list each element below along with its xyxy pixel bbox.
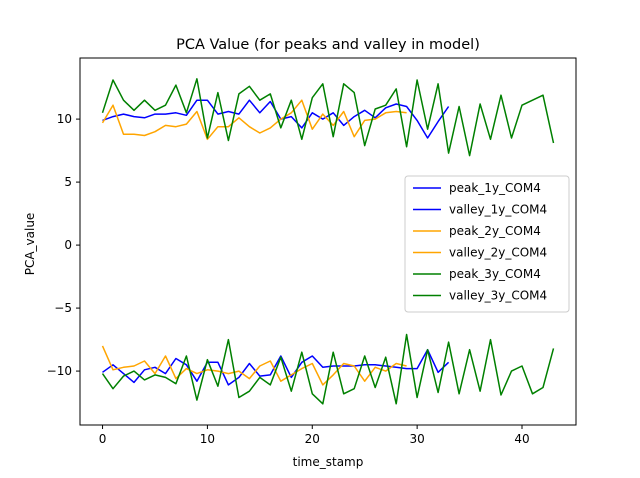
y-tick-label: 5 bbox=[64, 175, 72, 189]
y-tick-label: −5 bbox=[54, 301, 72, 315]
legend-label-valley-1y-com4: valley_1y_COM4 bbox=[449, 203, 547, 217]
x-tick-label: 0 bbox=[99, 432, 107, 446]
x-tick-label: 10 bbox=[200, 432, 215, 446]
y-axis-title: PCA_value bbox=[23, 213, 37, 276]
x-tick-label: 40 bbox=[514, 432, 529, 446]
legend-label-peak-2y-com4: peak_2y_COM4 bbox=[449, 224, 541, 238]
legend-label-valley-2y-com4: valley_2y_COM4 bbox=[449, 246, 547, 260]
y-tick-label: −10 bbox=[47, 364, 72, 378]
chart-title: PCA Value (for peaks and valley in model… bbox=[176, 37, 480, 53]
legend: peak_1y_COM4 valley_1y_COM4 peak_2y_COM4va… bbox=[404, 175, 570, 313]
legend-box bbox=[404, 175, 570, 313]
x-axis-title: time_stamp bbox=[293, 455, 364, 469]
legend-label-peak-1y-com4: peak_1y_COM4 bbox=[449, 181, 541, 195]
y-tick-label: 0 bbox=[64, 238, 72, 252]
legend-label-peak-3y-com4: peak_3y_COM4 bbox=[449, 267, 541, 281]
y-axis-ticks: −10 −5 0 5 10 bbox=[47, 112, 80, 378]
series-line-peak-3y-com4 bbox=[101, 78, 555, 157]
axes-frame bbox=[79, 57, 577, 426]
y-tick-label: 10 bbox=[57, 112, 72, 126]
series-line-valley-2y-com4 bbox=[101, 345, 407, 386]
series-line-valley-3y-com4 bbox=[101, 333, 555, 405]
plot-area bbox=[79, 57, 577, 426]
x-tick-label: 30 bbox=[409, 432, 424, 446]
x-axis-ticks: 0 10 20 30 40 bbox=[99, 425, 530, 446]
legend-label-valley-3y-com4: valley_3y_COM4 bbox=[449, 289, 547, 303]
series-line-peak-2y-com4 bbox=[101, 99, 407, 141]
x-tick-label: 20 bbox=[305, 432, 320, 446]
